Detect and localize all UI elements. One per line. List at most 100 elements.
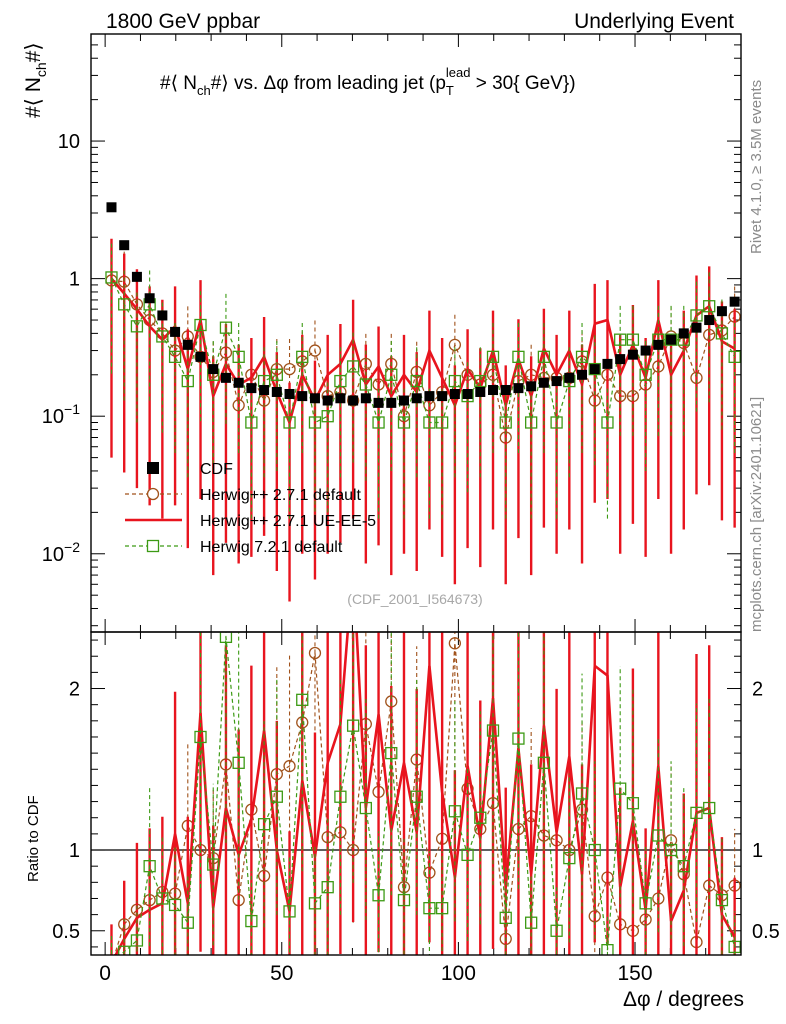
herwig721-default-ratio-point — [448, 805, 462, 818]
herwig721-default-ratio-point — [652, 829, 665, 842]
cdf-point — [666, 334, 677, 345]
herwig721-default-point — [550, 416, 563, 429]
herwig721-default-point — [245, 416, 258, 429]
herwig721-default-point — [321, 410, 334, 423]
cdf-point — [462, 388, 473, 399]
herwig721-default-point — [283, 416, 296, 429]
herwig721-default-point — [232, 350, 245, 364]
ratio-y-tick-label: 1 — [69, 840, 80, 862]
x-tick-label: 0 — [99, 962, 111, 985]
cdf-point — [182, 339, 193, 350]
cdf-point — [653, 339, 664, 350]
herwig721-default-point — [385, 368, 398, 381]
herwig721-default-point — [296, 350, 309, 364]
cdf-point — [271, 386, 282, 397]
cdf-point — [564, 372, 575, 383]
cdf-point — [678, 328, 689, 339]
main-axis-ticks: 10−2 10−1 1 10 — [42, 33, 742, 632]
cdf-point — [335, 393, 346, 404]
cdf-point — [170, 326, 181, 337]
herwig721-default-point — [639, 368, 652, 381]
herwig721-default-point — [359, 378, 372, 391]
herwig721-default-ratio-point — [257, 818, 271, 831]
cdf-point — [704, 315, 715, 326]
herwig721-default-point — [130, 320, 144, 333]
herwig721-default-point — [156, 330, 169, 343]
herwig721-default-ratio-point — [435, 902, 449, 915]
herwig721-default-point — [346, 360, 360, 373]
herwig721-default-ratio-point — [703, 801, 716, 815]
herwig721-default-point — [308, 416, 322, 429]
ratio-ylabel: Ratio to CDF — [25, 795, 42, 882]
herwig721-default-point — [537, 350, 551, 364]
ratio-y-tick-label: 2 — [69, 679, 80, 701]
herwig721-default-ratio-point — [232, 756, 245, 769]
herwig721-default-point — [194, 318, 207, 332]
herwig721-default-ratio-point — [130, 934, 144, 947]
cdf-point — [119, 240, 130, 251]
cdf-point — [157, 310, 168, 321]
herwig721-default-ratio-point — [474, 811, 487, 824]
cdf-point — [233, 377, 244, 388]
legend-label: Herwig++ 2.7.1 default — [200, 487, 362, 504]
herwig721-default-point — [181, 374, 194, 388]
herwig271-default-point — [308, 344, 322, 357]
herwig721-default-ratio-point — [715, 893, 729, 907]
legend-label: Herwig++ 2.7.1 UE-EE-5 — [200, 513, 376, 530]
herwig721-default-ratio-point — [181, 916, 194, 929]
herwig721-default-ratio-point — [664, 843, 678, 857]
herwig721-default-ratio-point — [639, 897, 652, 910]
herwig721-default-ratio-point — [550, 924, 563, 937]
herwig721-default-point — [423, 416, 436, 429]
herwig721-default-point — [626, 333, 640, 346]
herwig721-default-ratio-point — [397, 893, 411, 907]
herwig721-default-ratio-point — [499, 911, 512, 925]
herwig271-default-ratio-point — [283, 759, 296, 773]
herwig271-default-ratio-point — [308, 646, 322, 660]
cdf-point — [386, 397, 397, 408]
herwig721-default-ratio-point — [346, 719, 360, 732]
herwig721-default-ratio-point — [219, 632, 233, 643]
header-right: Underlying Event — [574, 10, 734, 33]
herwig721-default-point — [525, 416, 538, 429]
cdf-point — [526, 381, 537, 392]
herwig271-default-ratio-point — [448, 637, 462, 650]
cdf-point — [488, 385, 499, 396]
herwig721-default-ratio-point — [537, 756, 551, 769]
herwig721-default-point — [715, 327, 729, 340]
herwig721-default-point — [588, 362, 601, 376]
ratio-series-layer — [110, 632, 741, 955]
cdf-point — [131, 271, 142, 282]
legend-cdf-marker — [147, 462, 159, 474]
ratio-frame — [90, 631, 742, 956]
herwig721-default-ratio-point — [626, 797, 640, 810]
herwig721-default-ratio-point — [385, 746, 398, 760]
herwig721-default-ratio-point — [512, 732, 525, 745]
x-tick-label: 100 — [441, 962, 476, 985]
herwig721-default-point — [690, 309, 703, 322]
main-panel: 10−2 10−1 1 10 — [42, 33, 742, 633]
cdf-point — [640, 345, 651, 356]
cdf-point — [348, 395, 359, 406]
herwig721-default-point — [448, 374, 462, 388]
cdf-point — [309, 393, 320, 404]
herwig721-default-ratio-point — [461, 848, 474, 862]
herwig721-default-point — [499, 416, 512, 429]
herwig721-default-point — [334, 374, 347, 388]
herwig721-default-point — [512, 350, 525, 364]
cdf-point — [551, 376, 562, 387]
herwig721-default-ratio-point — [525, 916, 538, 929]
main-title: #⟨ Nch#⟩ vs. Δφ from leading jet (pTlead… — [160, 65, 576, 98]
cdf-point — [475, 386, 486, 397]
herwig721-default-point — [105, 271, 118, 284]
cdf-point — [449, 388, 460, 399]
y-tick-label: 10 — [58, 131, 80, 153]
cdf-point — [297, 391, 308, 402]
x-axis-label: Δφ / degrees — [623, 988, 744, 1011]
herwig721-default-ratio-point — [690, 806, 703, 820]
herwig721-default-ratio-point — [588, 843, 601, 857]
cdf-point — [627, 349, 638, 360]
cdf-point — [691, 322, 702, 333]
cdf-point — [398, 395, 409, 406]
